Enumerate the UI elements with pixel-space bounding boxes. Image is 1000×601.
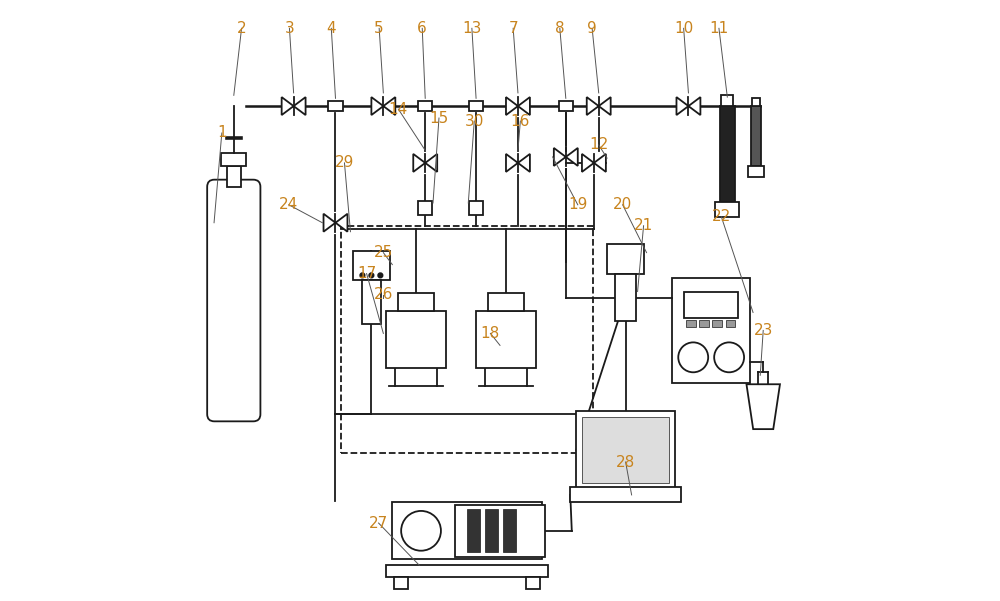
Bar bbox=[328, 101, 343, 111]
Text: 7: 7 bbox=[508, 21, 518, 36]
Polygon shape bbox=[746, 384, 780, 429]
Polygon shape bbox=[582, 154, 594, 172]
Text: 24: 24 bbox=[279, 197, 298, 212]
Polygon shape bbox=[335, 214, 347, 232]
Text: 11: 11 bbox=[709, 21, 729, 36]
Text: 30: 30 bbox=[465, 114, 484, 129]
Polygon shape bbox=[294, 97, 306, 115]
Polygon shape bbox=[383, 97, 395, 115]
Polygon shape bbox=[506, 97, 518, 115]
Bar bbox=[684, 291, 738, 319]
Bar bbox=[341, 226, 593, 453]
Text: 28: 28 bbox=[616, 454, 635, 469]
Bar bbox=[582, 417, 669, 483]
Bar bbox=[392, 502, 542, 560]
Bar bbox=[559, 101, 573, 111]
Bar bbox=[699, 320, 709, 328]
Bar bbox=[712, 320, 722, 328]
Bar bbox=[715, 202, 739, 217]
Bar bbox=[751, 106, 761, 166]
Polygon shape bbox=[594, 154, 606, 172]
Text: 21: 21 bbox=[634, 218, 653, 233]
Bar bbox=[570, 487, 681, 502]
Circle shape bbox=[369, 273, 374, 278]
Bar bbox=[353, 251, 390, 279]
Text: 27: 27 bbox=[369, 516, 388, 531]
Text: 2: 2 bbox=[237, 21, 246, 36]
Text: 12: 12 bbox=[589, 138, 608, 153]
Bar bbox=[386, 311, 446, 368]
Bar bbox=[455, 505, 545, 557]
Polygon shape bbox=[413, 154, 425, 172]
Bar bbox=[720, 106, 735, 202]
Circle shape bbox=[401, 511, 441, 551]
Circle shape bbox=[378, 273, 383, 278]
Polygon shape bbox=[425, 154, 437, 172]
Text: 23: 23 bbox=[754, 323, 773, 338]
Text: 3: 3 bbox=[285, 21, 294, 36]
Polygon shape bbox=[518, 97, 530, 115]
Polygon shape bbox=[506, 154, 518, 172]
Bar bbox=[227, 166, 241, 187]
Text: 1: 1 bbox=[217, 126, 227, 141]
Polygon shape bbox=[282, 97, 294, 115]
Text: 9: 9 bbox=[587, 21, 597, 36]
Bar bbox=[488, 293, 524, 311]
Bar bbox=[418, 101, 432, 111]
Bar bbox=[503, 509, 516, 552]
Bar bbox=[362, 279, 381, 325]
Polygon shape bbox=[587, 97, 599, 115]
Bar bbox=[476, 311, 536, 368]
Bar bbox=[607, 243, 644, 273]
Bar bbox=[386, 565, 548, 577]
Polygon shape bbox=[518, 154, 530, 172]
Text: 5: 5 bbox=[374, 21, 384, 36]
Text: 17: 17 bbox=[357, 266, 376, 281]
Text: 25: 25 bbox=[374, 245, 393, 260]
Text: 26: 26 bbox=[374, 287, 393, 302]
Bar bbox=[467, 509, 480, 552]
Text: 6: 6 bbox=[417, 21, 427, 36]
Polygon shape bbox=[599, 97, 611, 115]
Bar bbox=[752, 99, 760, 106]
Bar bbox=[418, 201, 432, 215]
Bar bbox=[398, 293, 434, 311]
Bar bbox=[615, 273, 636, 322]
Text: 18: 18 bbox=[481, 326, 500, 341]
Text: 20: 20 bbox=[613, 197, 632, 212]
FancyBboxPatch shape bbox=[207, 180, 260, 421]
Bar bbox=[686, 320, 696, 328]
Polygon shape bbox=[566, 148, 578, 166]
Polygon shape bbox=[554, 148, 566, 166]
Bar bbox=[526, 577, 540, 589]
Text: 19: 19 bbox=[568, 197, 587, 212]
Bar bbox=[469, 101, 483, 111]
Polygon shape bbox=[676, 97, 688, 115]
Text: 16: 16 bbox=[511, 114, 530, 129]
Bar bbox=[394, 577, 408, 589]
Polygon shape bbox=[749, 397, 777, 426]
Bar bbox=[672, 278, 750, 383]
Bar bbox=[576, 411, 675, 489]
Bar bbox=[221, 153, 246, 166]
Text: 8: 8 bbox=[555, 21, 565, 36]
Bar bbox=[726, 320, 735, 328]
Bar bbox=[721, 96, 733, 106]
Text: 10: 10 bbox=[674, 21, 693, 36]
Bar bbox=[469, 201, 483, 215]
Text: 4: 4 bbox=[326, 21, 336, 36]
Bar bbox=[748, 166, 764, 177]
Polygon shape bbox=[324, 214, 335, 232]
Circle shape bbox=[360, 273, 365, 278]
Text: 15: 15 bbox=[429, 111, 449, 126]
Text: 29: 29 bbox=[335, 156, 354, 171]
Text: 13: 13 bbox=[462, 21, 482, 36]
Text: 22: 22 bbox=[712, 209, 731, 224]
Circle shape bbox=[714, 343, 744, 372]
Bar bbox=[485, 509, 498, 552]
Text: 14: 14 bbox=[389, 102, 408, 117]
Polygon shape bbox=[371, 97, 383, 115]
Circle shape bbox=[678, 343, 708, 372]
Polygon shape bbox=[688, 97, 700, 115]
